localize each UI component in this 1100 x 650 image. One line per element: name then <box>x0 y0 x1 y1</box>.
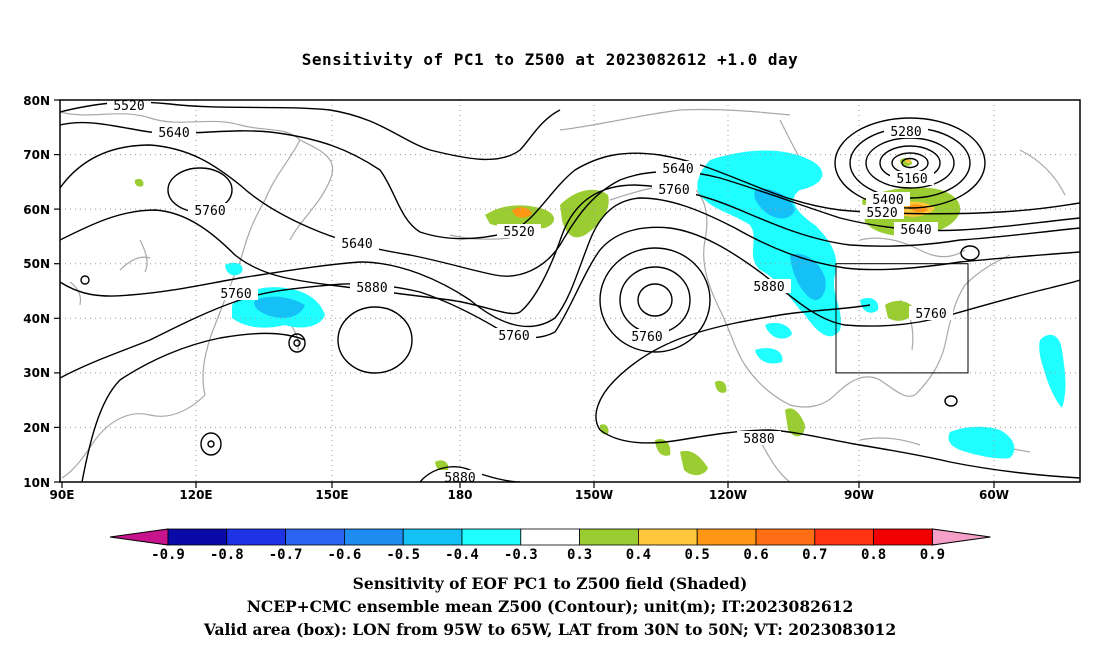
colorbar-swatch <box>638 528 698 546</box>
contour-label: 5760 <box>915 307 946 322</box>
colorbar-swatch <box>696 528 757 546</box>
colorbar-label: -0.4 <box>445 547 479 563</box>
lon-label: 90E <box>50 488 75 502</box>
colorbar-label: -0.5 <box>386 547 420 563</box>
colorbar-swatch <box>755 528 816 546</box>
colorbar-label: 0.8 <box>861 547 886 563</box>
colorbar-swatch <box>461 528 522 546</box>
contour-label: 5280 <box>890 125 921 140</box>
colorbar-swatch <box>226 528 287 546</box>
colorbar-label: 0.6 <box>743 547 768 563</box>
contour-label: 5760 <box>658 183 689 198</box>
colorbar-swatch <box>402 528 463 546</box>
contour-label: 5520 <box>113 99 144 114</box>
lat-label: 10N <box>23 476 50 490</box>
colorbar-swatch <box>873 528 933 546</box>
lat-label: 30N <box>23 366 50 380</box>
colorbar-label: 0.7 <box>802 547 827 563</box>
colorbar-label: -0.7 <box>269 547 303 563</box>
plot-frame <box>59 99 1081 483</box>
colorbar-swatch <box>285 528 345 546</box>
longitude-labels: 90E 120E 150E 180 150W 120W 90W 60W <box>50 488 1009 502</box>
lat-label: 80N <box>23 94 50 108</box>
lon-label: 180 <box>447 488 472 502</box>
contour-labels: 5520 5640 5760 5640 5520 5640 5760 5280 … <box>107 99 953 486</box>
contour-label: 5520 <box>866 206 897 221</box>
contour-label: 5760 <box>631 330 662 345</box>
colorbar-label: -0.8 <box>210 547 244 563</box>
colorbar-label: -0.3 <box>504 547 538 563</box>
latitude-labels: 80N 70N 60N 50N 40N 30N 20N 10N <box>23 94 50 490</box>
lat-label: 60N <box>23 203 50 217</box>
contour-label: 5640 <box>158 126 189 141</box>
contour-label: 5640 <box>341 237 372 252</box>
colorbar-high-triangle <box>931 528 991 546</box>
lat-label: 50N <box>23 257 50 271</box>
colorbar-label: 0.4 <box>626 547 651 563</box>
caption-contour: NCEP+CMC ensemble mean Z500 (Contour); u… <box>246 597 854 616</box>
colorbar-swatch <box>343 528 404 546</box>
lon-label: 90W <box>844 488 874 502</box>
valid-area-box <box>835 263 969 374</box>
colorbar-swatch <box>520 528 580 546</box>
caption-shading: Sensitivity of EOF PC1 to Z500 field (Sh… <box>352 574 748 593</box>
contour-label: 5520 <box>503 225 534 240</box>
contour-label: 5880 <box>444 471 475 486</box>
contour-label: 5880 <box>356 281 387 296</box>
colorbar-label: 0.5 <box>685 547 710 563</box>
colorbar-swatch <box>579 528 639 546</box>
contour-label: 5640 <box>900 223 931 238</box>
contour-label: 5760 <box>194 204 225 219</box>
colorbar-label: 0.9 <box>920 547 945 563</box>
coastlines <box>60 108 1066 482</box>
colorbar-label: -0.6 <box>328 547 362 563</box>
colorbar: -0.9 -0.8 -0.7 -0.6 -0.5 -0.4 -0.3 0.3 0.4 0.5 0.6… <box>109 528 991 563</box>
caption-valid-area: Valid area (box): LON from 95W to 65W, L… <box>203 620 897 639</box>
contour-label: 5760 <box>220 287 251 302</box>
lat-label: 40N <box>23 312 50 326</box>
colorbar-low-triangle <box>109 528 169 546</box>
lon-label: 120W <box>709 488 747 502</box>
colorbar-label: -0.9 <box>151 547 185 563</box>
contour-label: 5400 <box>872 193 903 208</box>
colorbar-label: 0.3 <box>567 547 592 563</box>
lat-label: 70N <box>23 148 50 162</box>
lon-label: 150E <box>315 488 348 502</box>
axis-ticks <box>54 99 995 488</box>
colorbar-swatch <box>814 528 874 546</box>
colorbar-swatch <box>167 528 228 546</box>
contour-label: 5880 <box>753 280 784 295</box>
lon-label: 60W <box>979 488 1009 502</box>
contour-label: 5160 <box>896 172 927 187</box>
contour-label: 5640 <box>662 162 693 177</box>
map-title: Sensitivity of PC1 to Z500 at 2023082612… <box>301 50 799 69</box>
contour-label: 5760 <box>498 329 529 344</box>
lat-label: 20N <box>23 421 50 435</box>
z500-contours <box>60 101 1080 482</box>
lon-label: 120E <box>179 488 212 502</box>
contour-label: 5880 <box>743 432 774 447</box>
lon-label: 150W <box>575 488 613 502</box>
